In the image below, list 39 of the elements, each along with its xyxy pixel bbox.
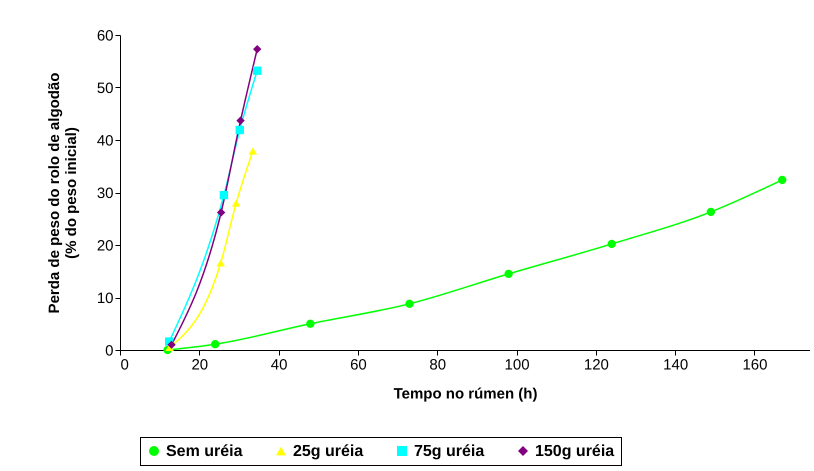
y-tick-label: 10 — [96, 290, 114, 307]
y-tick-label: 50 — [96, 80, 114, 97]
point — [236, 116, 245, 125]
x-axis-title: Tempo no rúmen (h) — [394, 386, 538, 402]
point — [778, 176, 786, 184]
point — [253, 44, 262, 54]
legend-label: 25g uréia — [293, 443, 364, 460]
point — [405, 300, 414, 308]
point — [253, 66, 262, 75]
y-tick-label: 60 — [96, 28, 114, 44]
point — [504, 270, 513, 278]
x-tick-label: 120 — [584, 356, 609, 374]
x-tick-label: 140 — [663, 356, 688, 374]
point — [248, 147, 258, 155]
point — [216, 259, 225, 266]
legend-label: 75g uréia — [414, 443, 484, 460]
legend-label: 150g uréia — [535, 443, 614, 460]
point — [232, 199, 240, 207]
point — [167, 340, 176, 349]
y-tick-label: 40 — [96, 132, 114, 150]
point — [236, 126, 244, 134]
x-tick-label: 60 — [350, 356, 367, 374]
y-tick-label: 30 — [96, 185, 114, 202]
x-tick-label: 40 — [270, 356, 288, 374]
y-axis-title: Perda de peso do rolo de algodão (% do peso inicial) — [46, 72, 80, 314]
point — [220, 190, 228, 200]
point — [306, 320, 315, 328]
point — [706, 208, 716, 216]
y-tick-label: 20 — [96, 238, 114, 254]
x-tick-label: 80 — [429, 356, 446, 374]
y-tick-label: 0 — [105, 342, 114, 360]
x-tick-label: 160 — [742, 356, 768, 374]
point — [608, 240, 616, 248]
point — [210, 340, 220, 348]
point — [216, 208, 226, 217]
x-tick-label: 0 — [120, 356, 129, 374]
x-tick-label: 100 — [504, 356, 530, 374]
x-tick-label: 20 — [191, 356, 208, 374]
legend-label: Sem uréia — [166, 443, 243, 460]
